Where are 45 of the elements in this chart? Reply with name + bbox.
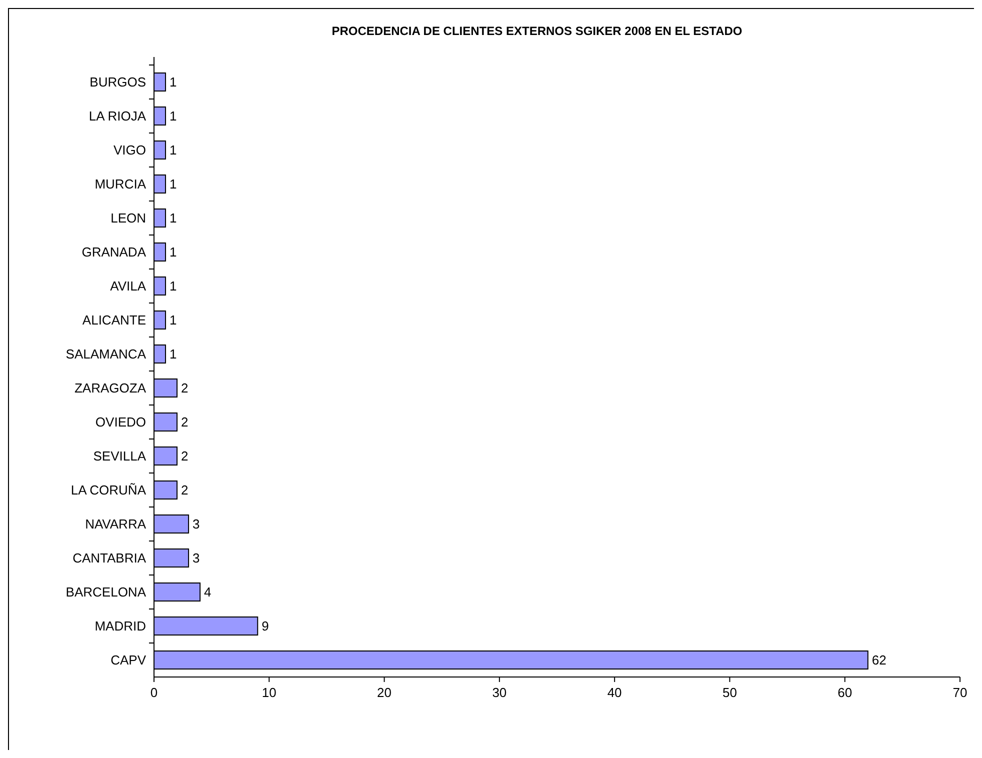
x-tick-label: 0 — [150, 685, 158, 700]
x-tick-label: 30 — [492, 685, 507, 700]
data-label: 1 — [170, 346, 177, 362]
data-label: 9 — [262, 618, 269, 634]
x-tick-label: 60 — [838, 685, 852, 700]
y-tick-label: MADRID — [94, 618, 146, 634]
y-tick-label: LA CORUÑA — [70, 482, 146, 498]
y-tick-label: AVILA — [110, 278, 146, 294]
y-tick-label: BARCELONA — [66, 584, 146, 600]
data-label: 1 — [170, 312, 177, 328]
y-tick-label: MURCIA — [94, 176, 146, 192]
x-tick-label: 70 — [952, 685, 968, 700]
data-label: 1 — [170, 108, 177, 124]
y-tick-label: GRANADA — [82, 244, 146, 260]
y-tick-label: NAVARRA — [85, 516, 146, 532]
data-label: 2 — [181, 448, 188, 464]
data-label: 1 — [170, 74, 177, 90]
y-tick-label: ZARAGOZA — [74, 380, 146, 396]
y-tick-label: BURGOS — [90, 74, 146, 90]
data-label: 3 — [192, 550, 200, 566]
x-tick-label: 10 — [262, 685, 276, 700]
data-label: 2 — [181, 380, 188, 396]
y-tick-label: LEON — [110, 210, 146, 226]
y-tick-label: CAPV — [110, 652, 146, 668]
y-tick-label: SALAMANCA — [66, 346, 146, 362]
y-tick-label: VIGO — [113, 142, 146, 158]
data-label: 4 — [204, 584, 212, 600]
data-label: 2 — [181, 414, 188, 430]
x-tick-label: 50 — [722, 685, 737, 700]
y-tick-label: CANTABRIA — [72, 550, 146, 566]
data-label: 1 — [170, 176, 177, 192]
data-label: 1 — [170, 244, 177, 260]
data-label: 1 — [170, 142, 177, 158]
y-tick-label: ALICANTE — [82, 312, 146, 328]
chart-title: PROCEDENCIA DE CLIENTES EXTERNOS SGIKER 2008 EN EL ESTADO — [332, 24, 742, 38]
data-label: 2 — [181, 482, 188, 498]
x-tick-label: 20 — [377, 685, 392, 700]
x-tick-label: 40 — [607, 685, 622, 700]
y-tick-label: SEVILLA — [93, 448, 146, 464]
y-tick-label: LA RIOJA — [88, 108, 146, 124]
data-label: 3 — [192, 516, 200, 532]
data-label: 1 — [170, 210, 177, 226]
data-label: 1 — [170, 278, 177, 294]
y-tick-label: OVIEDO — [95, 414, 146, 430]
data-label: 62 — [872, 652, 886, 668]
